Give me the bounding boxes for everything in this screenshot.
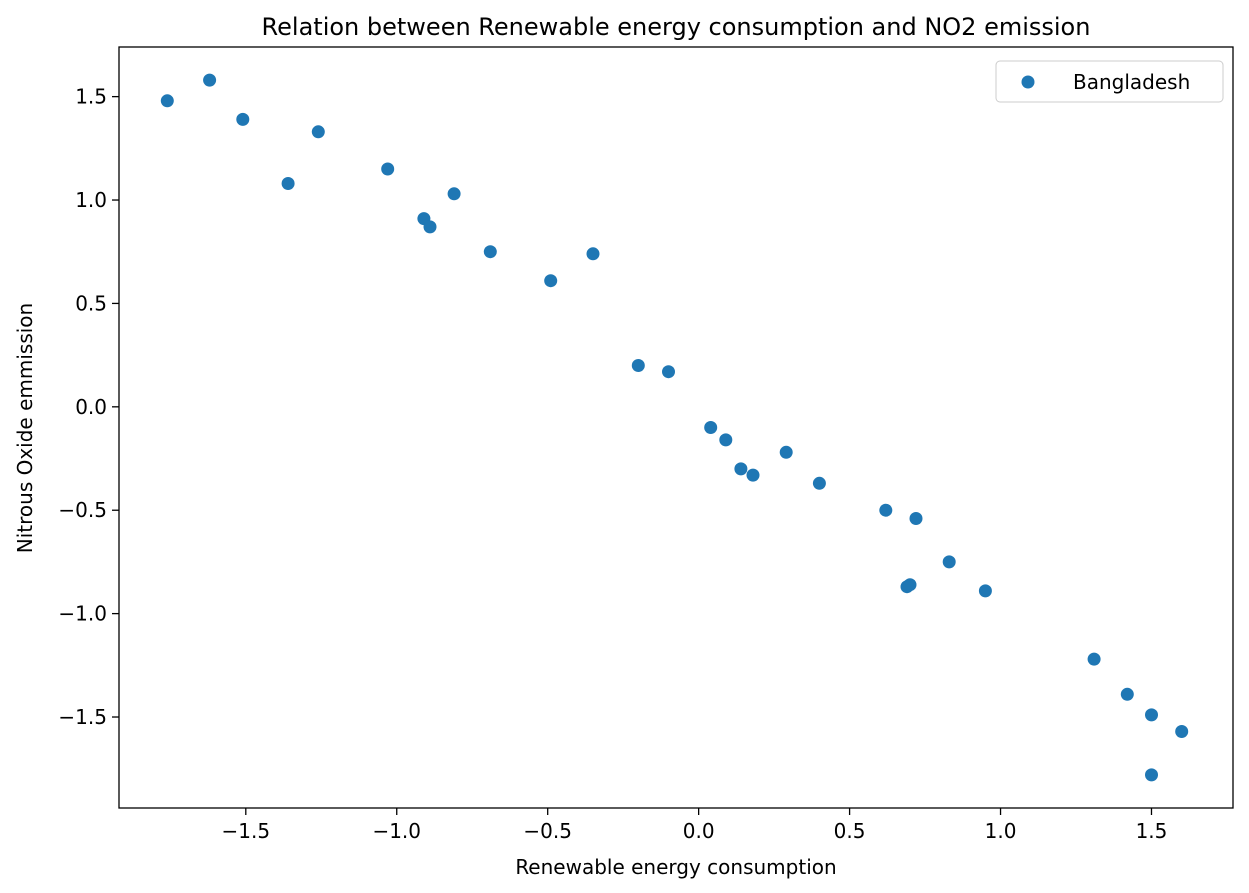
x-tick-label: 1.0 (985, 819, 1017, 843)
data-point (586, 247, 600, 261)
y-tick-label: −0.5 (58, 498, 107, 522)
data-point (311, 125, 325, 139)
x-axis-ticks: −1.5 −1.0 −0.5 0.0 0.5 1.0 1.5 (222, 808, 1168, 843)
data-point (423, 220, 437, 234)
data-point (1145, 768, 1158, 782)
data-point (942, 555, 956, 569)
data-point (544, 274, 558, 288)
data-point (879, 503, 893, 517)
x-tick-label: −1.5 (222, 819, 271, 843)
data-point (704, 421, 718, 434)
data-point (978, 584, 992, 598)
data-point (1145, 708, 1158, 722)
data-point (1175, 725, 1189, 738)
y-tick-label: −1.5 (58, 705, 107, 729)
legend-box (995, 60, 1224, 103)
data-point (160, 94, 174, 108)
data-point (746, 468, 760, 482)
data-point (662, 365, 675, 379)
y-tick-label: 0.5 (75, 291, 107, 315)
x-tick-label: 0.0 (683, 819, 715, 843)
x-axis-label: Renewable energy consumption (515, 855, 836, 879)
chart-title: Relation between Renewable energy consum… (262, 13, 1091, 41)
x-tick-label: 0.5 (834, 819, 866, 843)
data-point (1087, 652, 1101, 666)
data-point (631, 359, 645, 372)
y-axis-label: Nitrous Oxide emmission (13, 303, 37, 553)
data-points (160, 73, 1189, 782)
data-point (719, 433, 733, 447)
data-point (734, 462, 748, 476)
x-tick-label: −0.5 (523, 819, 572, 843)
data-point (381, 162, 395, 176)
y-tick-label: 1.0 (75, 188, 107, 212)
data-point (903, 578, 917, 592)
y-tick-label: −1.0 (58, 602, 107, 626)
data-point (447, 187, 461, 201)
data-point (1120, 687, 1134, 701)
plot-area-frame (118, 46, 1234, 809)
data-point (281, 177, 295, 190)
x-tick-label: 1.5 (1136, 819, 1168, 843)
legend-label: Bangladesh (1073, 70, 1190, 94)
data-point (203, 73, 217, 87)
data-point (483, 245, 497, 259)
legend: Bangladesh (995, 60, 1224, 103)
data-point (812, 476, 826, 490)
y-tick-label: 0.0 (75, 395, 107, 419)
y-axis-ticks: −1.5 −1.0 −0.5 0.0 0.5 1.0 1.5 (58, 85, 119, 729)
data-point (779, 445, 793, 459)
data-point (236, 112, 250, 126)
legend-marker (1021, 75, 1035, 89)
data-point (909, 512, 923, 525)
x-tick-label: −1.0 (372, 819, 421, 843)
y-tick-label: 1.5 (75, 85, 107, 109)
